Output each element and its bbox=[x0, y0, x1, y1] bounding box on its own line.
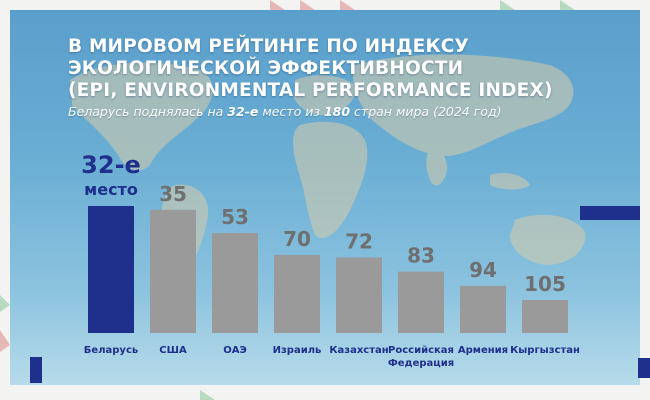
subtitle-rank: 32-е bbox=[227, 104, 259, 119]
value-label-4: 72 bbox=[345, 230, 373, 254]
page-title: В МИРОВОМ РЕЙТИНГЕ ПО ИНДЕКСУ ЭКОЛОГИЧЕС… bbox=[68, 36, 553, 102]
category-label-0: Беларусь bbox=[84, 345, 138, 356]
bar-2 bbox=[212, 233, 258, 333]
subtitle-part-2: место из bbox=[258, 104, 324, 119]
bar-3 bbox=[274, 254, 320, 333]
title-line-1: В МИРОВОМ РЕЙТИНГЕ ПО ИНДЕКСУ bbox=[68, 36, 470, 57]
bar-0 bbox=[88, 206, 134, 333]
subtitle-total: 180 bbox=[323, 104, 351, 119]
value-label-7: 105 bbox=[524, 272, 566, 296]
category-label-1: США bbox=[159, 345, 187, 356]
value-label-0: 32-е bbox=[81, 151, 141, 179]
bar-7 bbox=[522, 300, 568, 333]
category-label-5-line-1: Федерация bbox=[388, 358, 454, 369]
value-label-1: 35 bbox=[159, 182, 187, 206]
subtitle-part-3: стран мира (2024 год) bbox=[350, 104, 502, 119]
value-label-6: 94 bbox=[469, 258, 497, 282]
category-label-3: Израиль bbox=[273, 345, 322, 356]
bar-5 bbox=[398, 271, 444, 333]
title-line-2: ЭКОЛОГИЧЕСКОЙ ЭФФЕКТИВНОСТИ bbox=[68, 58, 464, 79]
value-label-3: 70 bbox=[283, 227, 311, 251]
bar-1 bbox=[150, 209, 196, 333]
slide: В МИРОВОМ РЕЙТИНГЕ ПО ИНДЕКСУ ЭКОЛОГИЧЕС… bbox=[10, 10, 640, 385]
category-label-2: ОАЭ bbox=[223, 345, 247, 356]
corner-mark bbox=[30, 357, 42, 383]
category-label-7: Кыргызстан bbox=[510, 345, 580, 356]
value-label-0-sub: место bbox=[84, 180, 138, 199]
category-label-6: Армения bbox=[458, 345, 508, 356]
category-label-4: Казахстан bbox=[329, 345, 388, 356]
value-label-5: 83 bbox=[407, 244, 435, 268]
bar-6 bbox=[460, 285, 506, 333]
bar-4 bbox=[336, 257, 382, 333]
title-line-3: (EPI, ENVIRONMENTAL PERFORMANCE INDEX) bbox=[68, 80, 553, 101]
subtitle: Беларусь поднялась на 32-е место из 180 … bbox=[68, 104, 628, 119]
category-label-5: Российская bbox=[388, 345, 454, 356]
corner-mark-right bbox=[638, 358, 650, 378]
value-label-2: 53 bbox=[221, 205, 249, 229]
subtitle-part-1: Беларусь поднялась на bbox=[68, 104, 228, 119]
accent-strip bbox=[580, 206, 640, 220]
